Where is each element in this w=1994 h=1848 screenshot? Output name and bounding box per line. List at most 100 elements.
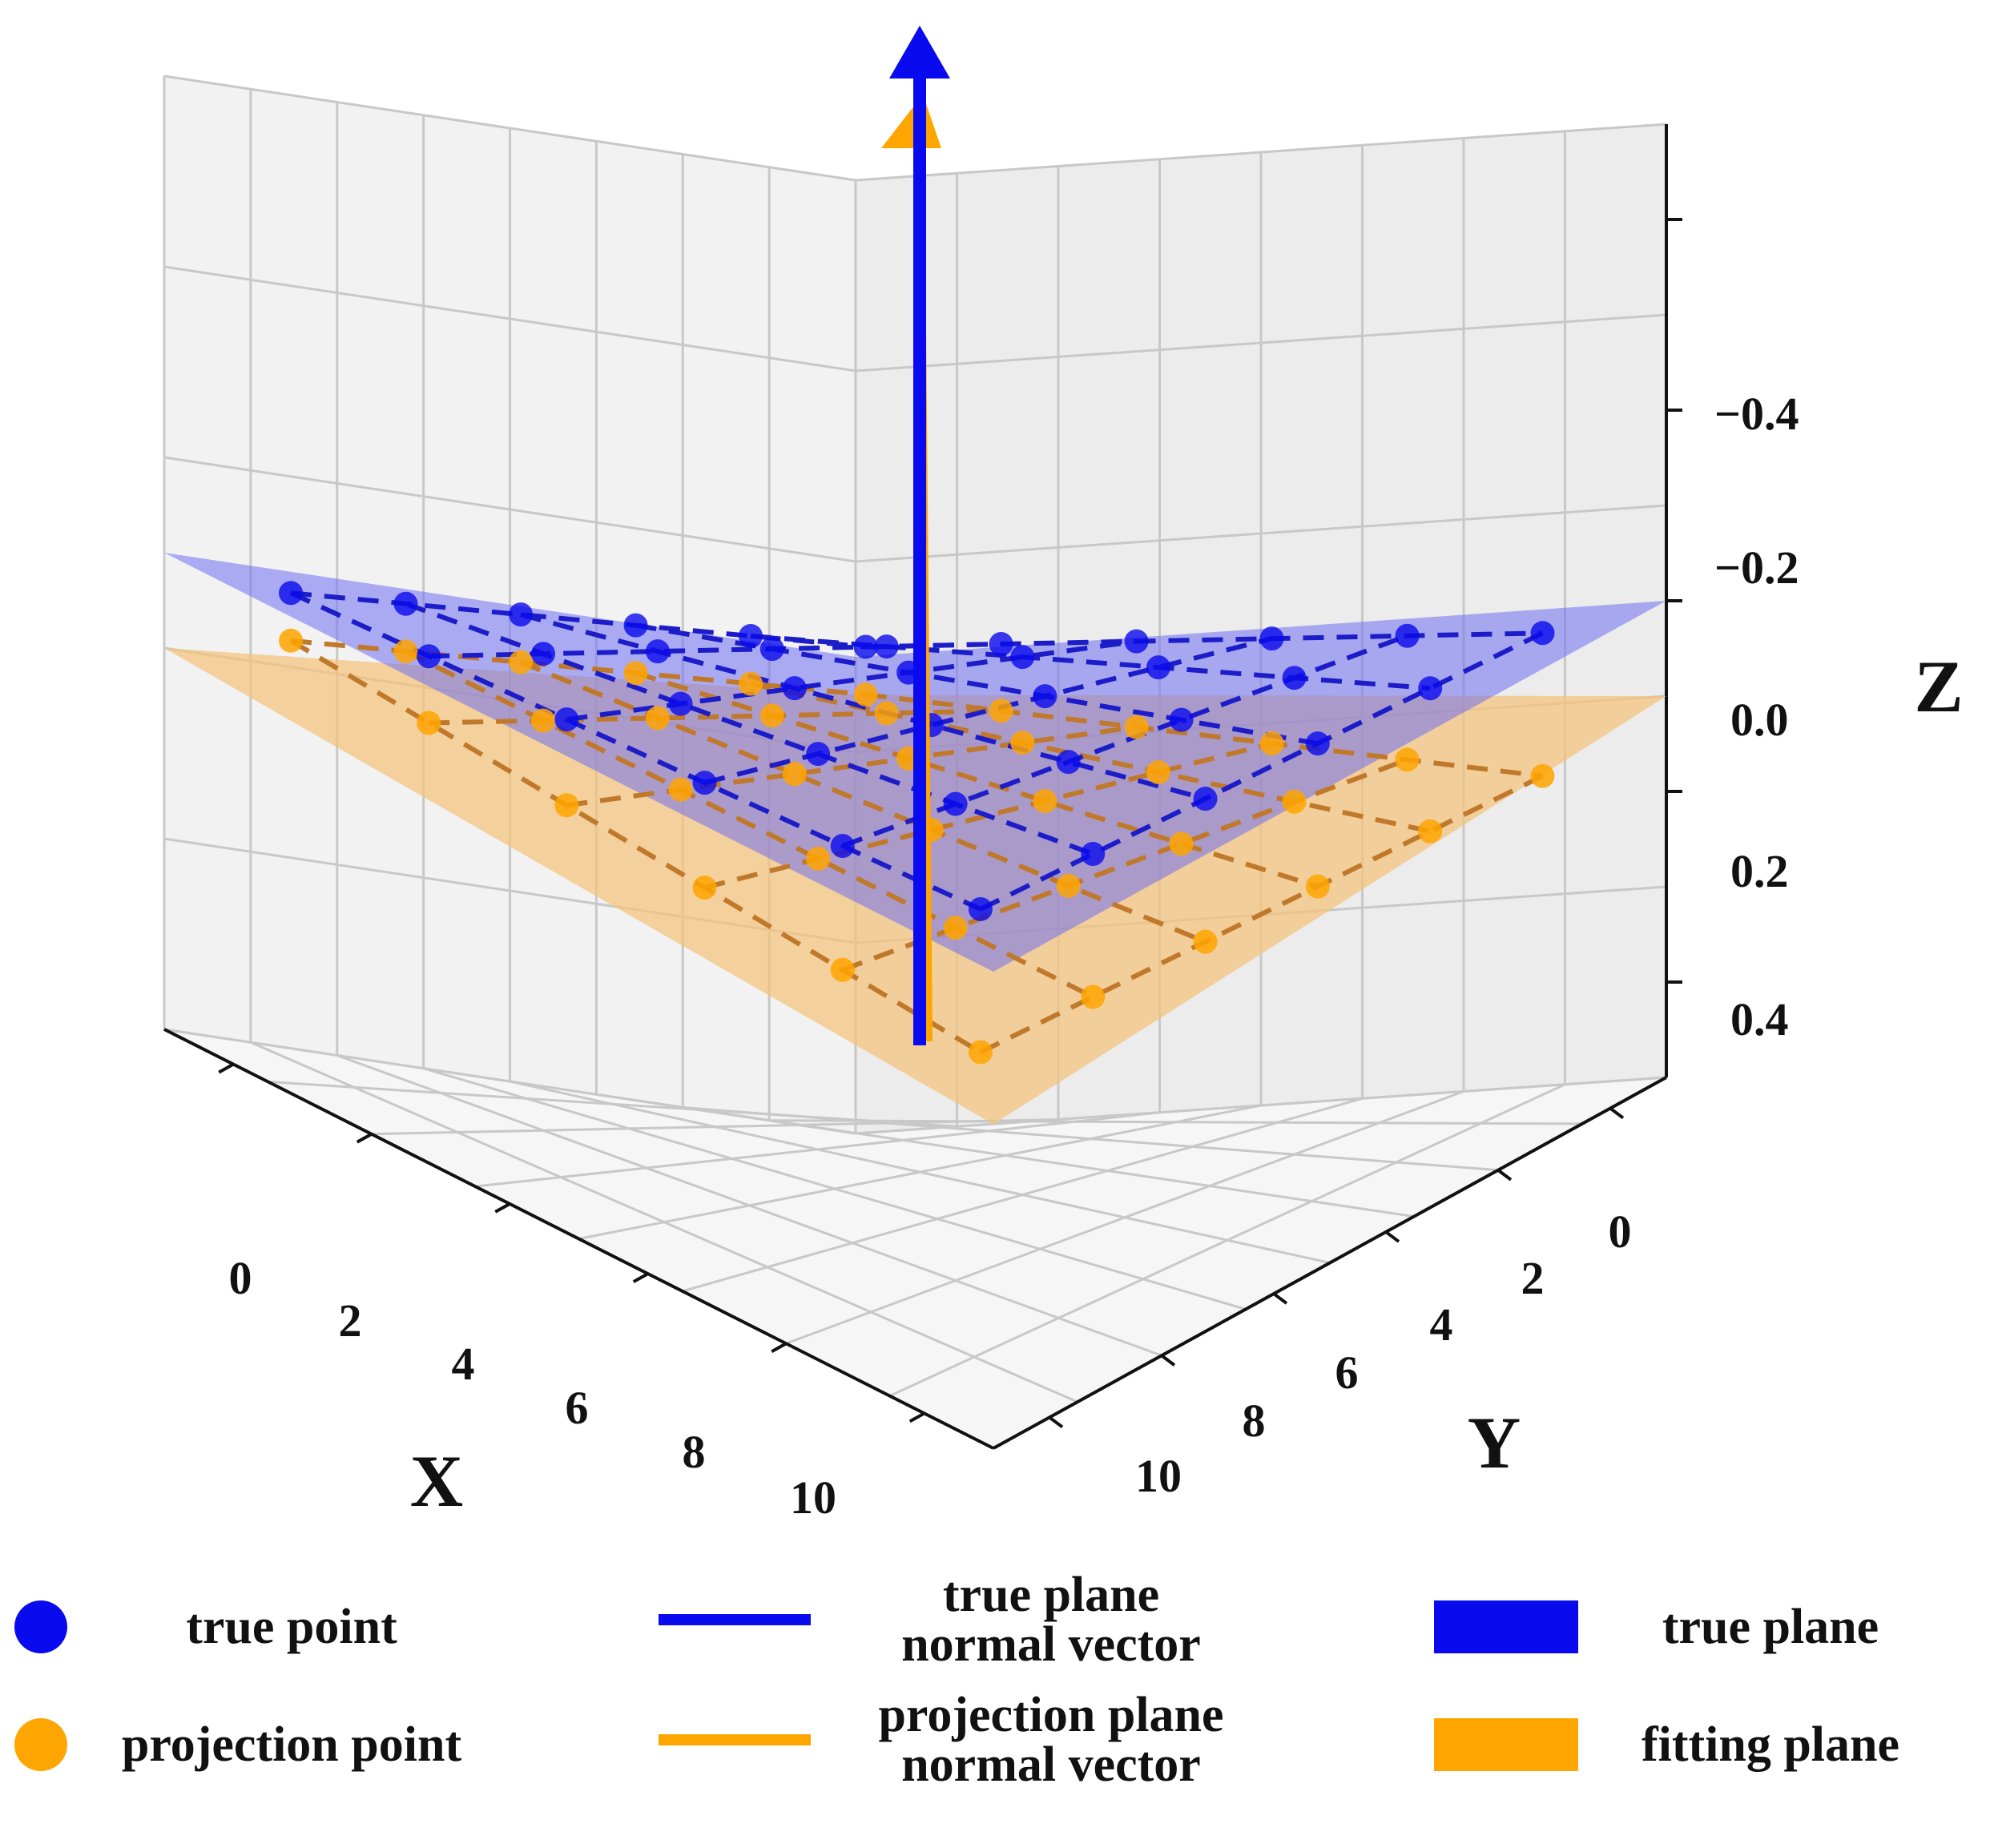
legend-line-icon xyxy=(659,1734,811,1745)
true-point xyxy=(968,896,993,921)
projection-point xyxy=(623,661,648,686)
y-tick-label: 0 xyxy=(1609,1206,1632,1258)
y-axis-line xyxy=(993,1076,1667,1450)
projection-point xyxy=(989,699,1013,723)
projection-point xyxy=(1033,789,1057,814)
x-tick-label: 2 xyxy=(339,1294,362,1347)
y-tick-label: 6 xyxy=(1335,1347,1359,1399)
x-tick-mark xyxy=(494,1202,511,1214)
true-point xyxy=(1033,684,1057,709)
projection-point xyxy=(393,639,418,664)
true-point xyxy=(509,602,534,627)
x-tick-label: 0 xyxy=(229,1252,252,1304)
projection-point xyxy=(853,682,878,707)
true-point xyxy=(623,613,648,638)
projection-point xyxy=(1146,760,1170,785)
y-tick-label: 8 xyxy=(1243,1395,1266,1447)
x-tick-label: 6 xyxy=(566,1382,589,1434)
x-tick-mark xyxy=(771,1342,788,1353)
legend-item-true-plane: true plane xyxy=(1434,1600,1963,1653)
projection-point xyxy=(531,708,556,733)
grid-line xyxy=(769,1119,1583,1125)
projection-point xyxy=(668,777,693,802)
projection-normal-arrowhead xyxy=(881,95,941,148)
grid-line xyxy=(855,123,1667,182)
true-grid-line xyxy=(979,630,1544,912)
grid-line xyxy=(423,1067,1247,1311)
projection-point xyxy=(943,916,968,940)
true-point xyxy=(692,771,717,795)
projection-grid-line xyxy=(634,670,1319,889)
true-grid-line xyxy=(405,601,1094,856)
legend-item-fitting-plane: fitting plane xyxy=(1434,1718,1963,1771)
true-point xyxy=(806,742,831,767)
true-point xyxy=(1124,629,1149,654)
projection-point xyxy=(1530,763,1555,788)
true-grid-line xyxy=(289,590,982,912)
legend-item-true-point: true point xyxy=(14,1600,516,1653)
projection-point xyxy=(1081,984,1106,1009)
true-point xyxy=(645,639,670,664)
projection-point xyxy=(739,671,763,696)
true-point xyxy=(874,634,899,659)
true-point xyxy=(1530,621,1555,646)
projection-point xyxy=(968,1040,993,1065)
true-normal-arrowhead xyxy=(889,26,950,79)
x-tick-mark xyxy=(908,1411,925,1423)
true-point xyxy=(531,642,556,666)
true-point xyxy=(417,644,441,669)
legend-label-line: projection plane xyxy=(878,1688,1224,1742)
true-point xyxy=(739,624,763,649)
true-point xyxy=(853,634,878,659)
normal-vectors xyxy=(881,26,950,1045)
true-point xyxy=(1081,842,1106,867)
grid-line xyxy=(596,1093,1415,1218)
legend-item-projection-normal: projection plane normal vector xyxy=(659,1690,1275,1790)
true-grid-line xyxy=(520,612,1206,801)
grid-line xyxy=(336,1054,1162,1357)
grid-line xyxy=(855,504,1667,563)
true-point xyxy=(1305,731,1330,756)
z-tick-label: 0.0 xyxy=(1730,694,1789,746)
true-point xyxy=(782,676,807,701)
true-grid-line xyxy=(865,630,1543,650)
tick-marks xyxy=(218,218,1682,1429)
legend-label: projection point xyxy=(121,1717,462,1772)
true-point xyxy=(1169,707,1194,732)
true-point xyxy=(1282,666,1307,690)
legend-rect-icon xyxy=(1434,1718,1578,1771)
projection-point xyxy=(1282,789,1307,814)
z-tick-label: 0.2 xyxy=(1730,845,1789,897)
y-tick-label: 10 xyxy=(1135,1450,1182,1502)
true-point xyxy=(830,834,855,859)
z-tick-label: 0.4 xyxy=(1730,993,1789,1045)
x-tick-label: 10 xyxy=(790,1472,836,1522)
x-tick-mark xyxy=(218,1062,235,1074)
grid-line xyxy=(163,74,856,182)
y-tick-mark xyxy=(1160,1354,1176,1367)
y-tick-label: 2 xyxy=(1521,1252,1545,1304)
y-tick-mark xyxy=(1384,1230,1400,1243)
projection-grid-line xyxy=(979,774,1544,1055)
z-tick-label: −0.2 xyxy=(1714,542,1799,594)
x-tick-label: 4 xyxy=(452,1338,475,1390)
projection-point xyxy=(1305,874,1330,899)
y-tick-mark xyxy=(1048,1415,1064,1429)
y-tick-mark xyxy=(1609,1106,1625,1120)
y-tick-mark xyxy=(1497,1169,1513,1182)
projection-point xyxy=(645,706,670,731)
grid-line xyxy=(855,1076,1667,1135)
x-axis-title: X xyxy=(410,1440,463,1522)
projection-point xyxy=(279,628,304,653)
data-points xyxy=(279,581,1555,1065)
projection-grid-line xyxy=(865,692,1543,779)
true-point xyxy=(279,581,304,606)
y-tick-label: 4 xyxy=(1430,1298,1453,1351)
true-point xyxy=(1395,623,1420,648)
projection-point xyxy=(1056,873,1081,898)
projection-grid-line xyxy=(703,741,1273,890)
projection-point xyxy=(1193,929,1218,954)
legend-label: true point xyxy=(186,1600,397,1654)
x-tick-mark xyxy=(632,1272,649,1283)
true-point xyxy=(1259,626,1284,651)
